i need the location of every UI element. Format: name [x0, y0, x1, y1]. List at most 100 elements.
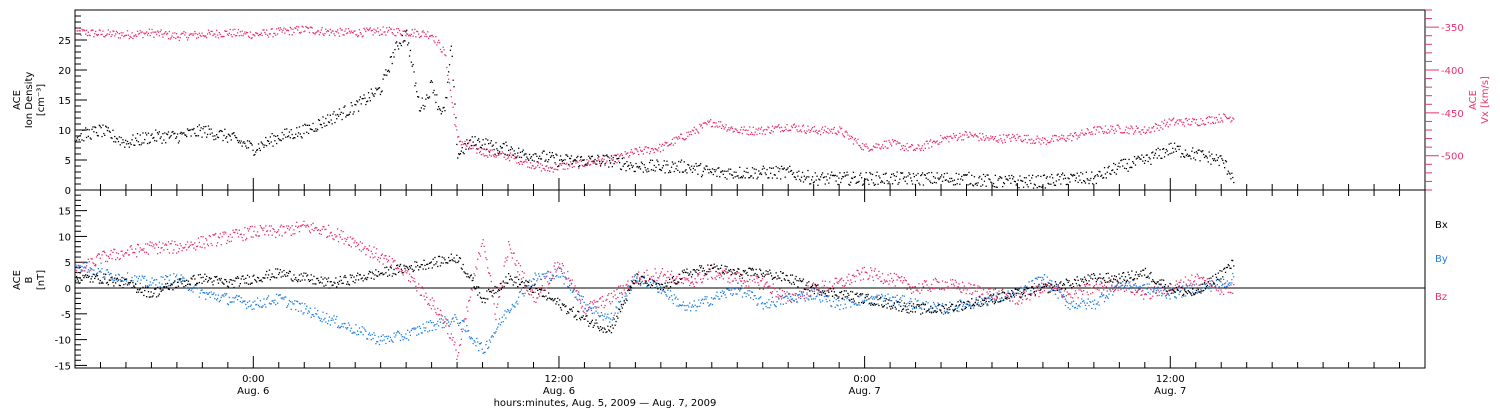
density-point [1163, 148, 1165, 150]
density-point [500, 147, 502, 149]
density-point [306, 131, 308, 133]
density-point [906, 183, 908, 185]
by-point [188, 288, 190, 291]
vx-point [626, 152, 628, 154]
density-point [319, 123, 321, 126]
vx-point [931, 141, 934, 144]
density-point [536, 155, 538, 157]
by-point [488, 346, 490, 348]
by-point [293, 303, 295, 305]
density-point [184, 134, 186, 136]
vx-point [703, 122, 705, 124]
density-point [235, 136, 237, 139]
vx-point [780, 126, 783, 128]
vx-point [831, 128, 833, 130]
density-point [934, 177, 936, 179]
density-point [979, 175, 981, 178]
by-point [394, 336, 396, 338]
density-point [1189, 155, 1191, 157]
by-point [319, 320, 321, 322]
vx-point [277, 33, 279, 35]
density-point [180, 131, 182, 133]
bz-point [425, 292, 427, 294]
density-point [367, 100, 369, 102]
bz-point [287, 225, 290, 227]
bz-point [227, 236, 230, 238]
vx-point [884, 146, 886, 148]
bz-point [1123, 290, 1126, 292]
by-point [398, 332, 401, 334]
vx-point [991, 137, 993, 139]
bz-point [1057, 285, 1059, 288]
density-point [1157, 147, 1159, 149]
bz-point [176, 244, 179, 246]
bz-point [161, 247, 163, 249]
density-point [300, 136, 302, 138]
density-point [1158, 155, 1160, 157]
bz-point [418, 287, 421, 289]
density-point [932, 176, 935, 178]
density-point [519, 151, 522, 153]
bz-point [1195, 283, 1198, 285]
density-point [1089, 179, 1091, 182]
vx-point [1113, 132, 1116, 134]
by-point [218, 301, 220, 303]
bz-point [504, 261, 506, 263]
density-point [990, 181, 992, 183]
vx-point [1062, 135, 1065, 137]
by-point [748, 294, 750, 296]
bz-point [250, 236, 252, 238]
vx-point [695, 128, 697, 130]
by-point [700, 299, 703, 301]
vx-point [449, 89, 452, 91]
vx-point [313, 32, 315, 34]
by-point [256, 297, 259, 299]
bz-point [102, 250, 104, 253]
density-point [607, 155, 609, 158]
bz-point [194, 242, 196, 244]
by-point [759, 297, 761, 299]
by-point [934, 305, 936, 307]
bz-point [313, 230, 315, 232]
vx-point [878, 144, 880, 146]
density-point [343, 106, 345, 108]
vx-point [978, 139, 980, 142]
by-point [271, 300, 273, 302]
by-point [998, 301, 1000, 303]
bz-point [646, 269, 648, 271]
vx-point [1022, 139, 1025, 142]
vx-point [299, 32, 301, 34]
bz-point [760, 280, 763, 282]
vx-point [859, 145, 861, 147]
bz-point [630, 280, 633, 282]
density-point [899, 178, 901, 180]
by-point [984, 302, 986, 304]
vx-point [940, 134, 942, 137]
bz-point [896, 279, 898, 281]
density-point [150, 134, 152, 136]
bz-point [933, 287, 936, 290]
density-point [765, 173, 767, 176]
bz-point [191, 244, 193, 246]
by-point [565, 277, 567, 279]
bz-point [271, 234, 273, 236]
bz-point [824, 280, 826, 282]
density-point [750, 175, 752, 177]
by-point [971, 305, 973, 307]
by-point [327, 323, 329, 325]
density-point [1161, 157, 1163, 159]
vx-point [412, 35, 414, 37]
vx-point [992, 139, 995, 141]
by-point [276, 293, 278, 295]
density-point [270, 141, 272, 143]
density-point [1222, 159, 1224, 161]
by-point [160, 276, 162, 278]
bz-point [941, 280, 944, 282]
vx-point [1043, 137, 1046, 139]
density-point [642, 171, 644, 173]
by-point [376, 341, 378, 343]
density-point [1140, 158, 1142, 160]
density-point [288, 131, 291, 133]
vx-point [930, 139, 932, 141]
bz-point [532, 296, 534, 299]
